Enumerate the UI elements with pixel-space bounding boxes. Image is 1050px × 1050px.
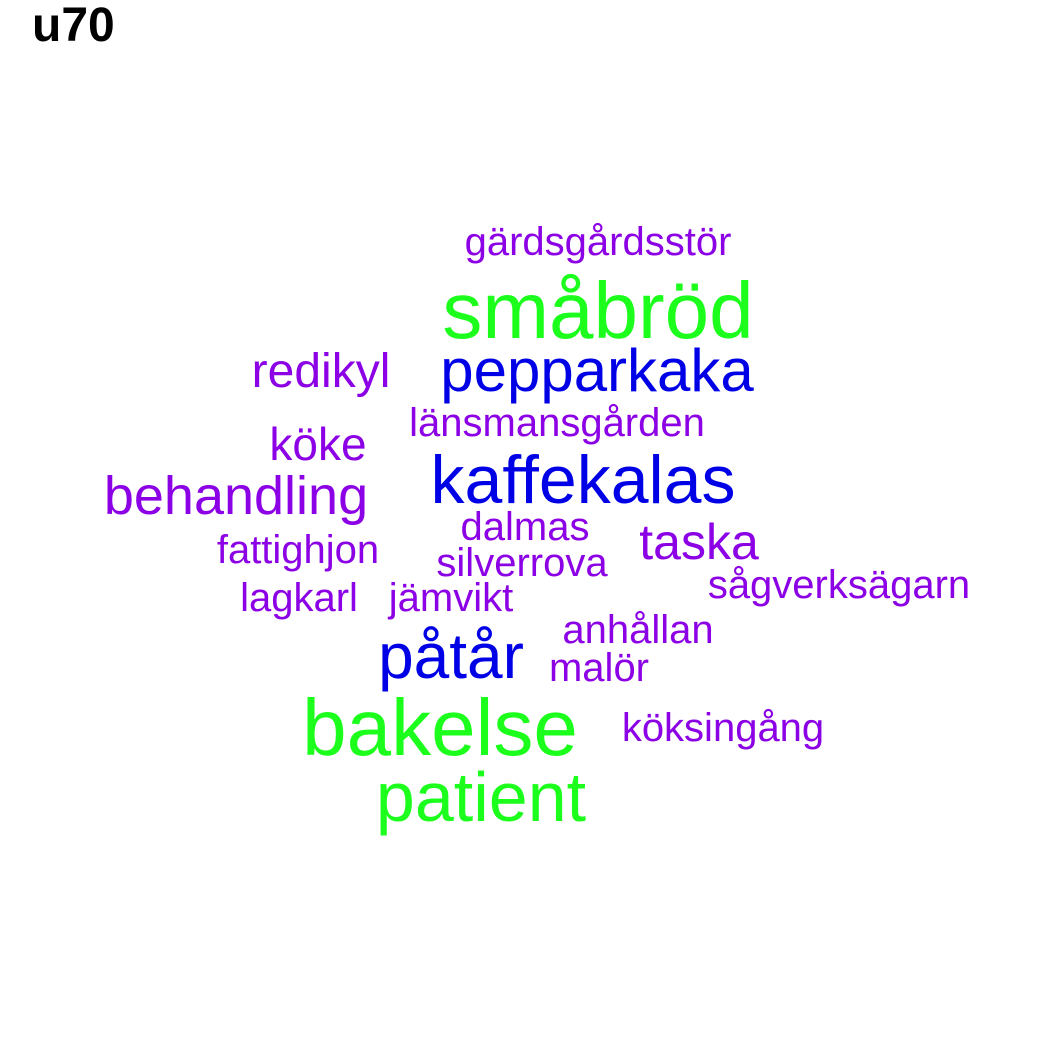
- word-anhallan: anhållan: [562, 608, 714, 652]
- word-taska: taska: [639, 514, 759, 570]
- word-smabrod: småbröd: [442, 266, 754, 355]
- word-dalmas: dalmas: [460, 505, 590, 549]
- word-fattighjon: fattighjon: [216, 528, 380, 572]
- word-malor: malör: [548, 646, 650, 690]
- word-jamvikt: jämvikt: [388, 576, 514, 620]
- word-silverrova: silverrova: [436, 541, 608, 585]
- word-lagkarl: lagkarl: [240, 576, 358, 620]
- word-sagverksagarn: sågverksägarn: [707, 563, 971, 607]
- word-patient: patient: [375, 758, 587, 836]
- word-lansmansgarden: länsmansgården: [409, 401, 705, 445]
- word-gardsgardsstor: gärdsgårdsstör: [464, 220, 732, 264]
- word-bakelse: bakelse: [302, 683, 578, 772]
- word-koke: köke: [269, 418, 367, 470]
- word-patar: påtår: [378, 620, 524, 692]
- word-pepparkaka: pepparkaka: [440, 337, 754, 404]
- word-redikyl: redikyl: [251, 345, 391, 398]
- word-koksingang: köksingång: [621, 706, 825, 750]
- word-behandling: behandling: [103, 466, 369, 526]
- word-kaffekalas: kaffekalas: [430, 442, 736, 518]
- page-title: u70: [32, 0, 115, 52]
